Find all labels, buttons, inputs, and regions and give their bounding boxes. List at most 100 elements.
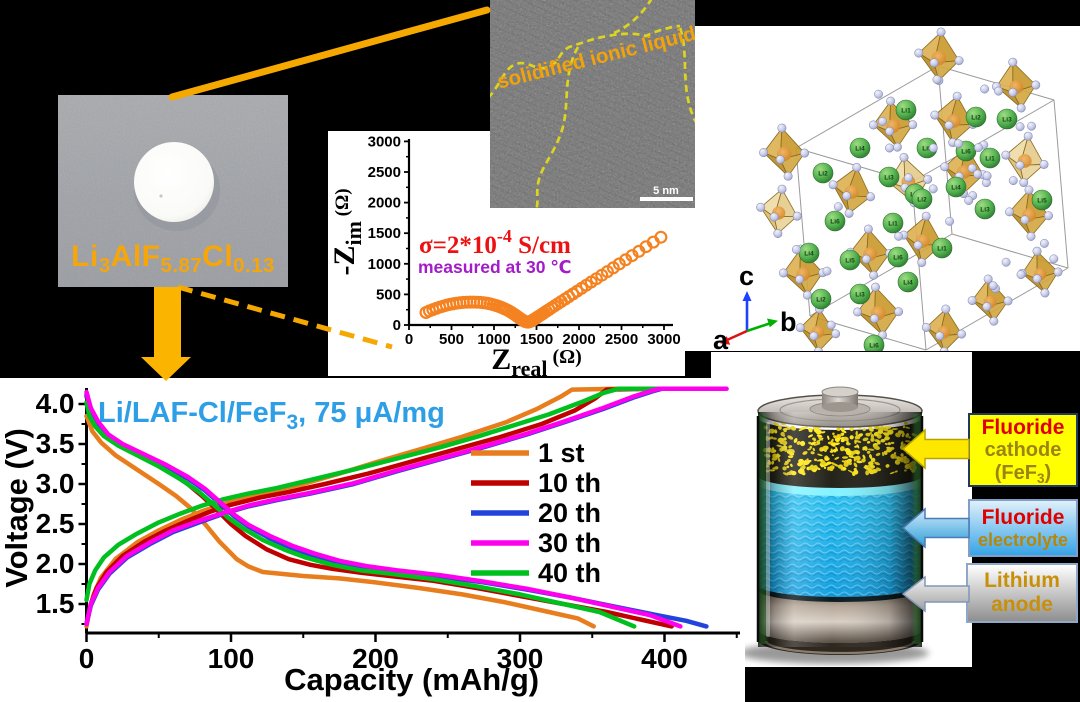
octahedron-face bbox=[939, 333, 963, 351]
fluorine-atom bbox=[874, 89, 883, 99]
lithium-site-label: Li2 bbox=[818, 171, 828, 178]
fluorine-atom bbox=[863, 224, 873, 234]
fluorine-atom bbox=[1039, 160, 1049, 169]
chart-title: Li/LAF-Cl/FeF3, 75 μA/mg bbox=[98, 397, 445, 434]
fluorine-atom bbox=[791, 245, 801, 254]
nyquist-x-tick-label: 2500 bbox=[605, 331, 638, 348]
lithium-site-label: Li3 bbox=[884, 175, 894, 182]
fluorine-atom bbox=[853, 307, 863, 317]
glass-wall-left bbox=[758, 414, 769, 644]
lithium-atom bbox=[965, 106, 987, 128]
lithium-atom bbox=[1031, 189, 1053, 211]
text-part: Z bbox=[491, 343, 511, 376]
lithium-atom bbox=[979, 147, 1001, 169]
nyquist-x-tick-label: 3000 bbox=[647, 331, 680, 348]
fluorine-atom bbox=[928, 143, 938, 153]
axis-triad: a bc bbox=[713, 261, 797, 351]
fluorine-atom bbox=[1008, 176, 1018, 186]
nyquist-data-series bbox=[419, 230, 668, 329]
octahedron bbox=[1001, 131, 1049, 187]
text-part: anode bbox=[991, 593, 1053, 616]
lithium-site-label: Li3 bbox=[980, 207, 990, 214]
fluorine-atom bbox=[928, 184, 938, 194]
label-box-lithium-anode: Lithium anode bbox=[966, 563, 1078, 623]
fluorine-atom bbox=[921, 211, 931, 221]
fluorine-atom bbox=[1015, 122, 1025, 132]
fluorine-atom bbox=[1008, 57, 1018, 67]
fluorine-atom bbox=[964, 196, 974, 205]
fluorine-atom bbox=[773, 229, 783, 238]
cylinder-shading bbox=[758, 412, 922, 647]
fluorine-atom bbox=[822, 266, 832, 276]
axis-c-label: c bbox=[739, 261, 754, 291]
fluorine-atom bbox=[777, 123, 787, 133]
axis-b-label: b bbox=[780, 307, 797, 337]
fluorine-atom bbox=[878, 116, 887, 126]
axis-a-label: a bbox=[713, 325, 729, 351]
label-fluoride-electrolyte-1: Fluoride bbox=[970, 506, 1076, 530]
lithium-atom bbox=[849, 283, 871, 305]
fluorine-atom bbox=[1020, 215, 1030, 225]
fluorine-atom bbox=[1001, 257, 1011, 267]
tem-tone bbox=[490, 0, 695, 208]
fluorine-atom bbox=[957, 329, 967, 339]
arrow-electrolyte bbox=[901, 507, 970, 549]
nyquist-y-axis-label: -Zim (Ω) bbox=[328, 188, 366, 275]
fluorine-atom bbox=[923, 174, 933, 184]
fluorine-atom bbox=[930, 110, 940, 120]
fluorine-atom bbox=[833, 202, 843, 212]
tem-image-panel: solidified ionic liquid 5 nm bbox=[490, 0, 695, 208]
nyquist-x-tick-label: 1000 bbox=[477, 331, 510, 348]
fluorine-atom bbox=[769, 212, 779, 222]
octahedron bbox=[868, 96, 918, 152]
fluorine-atom bbox=[800, 148, 810, 158]
nyquist-annotation-sigma: σ=2*10-4 S/cm bbox=[419, 226, 571, 259]
pellet-disc bbox=[134, 142, 214, 222]
nyquist-x-tick-label: 1500 bbox=[520, 331, 553, 348]
fluorine-atom bbox=[932, 75, 942, 85]
fluorine-atom bbox=[1031, 80, 1041, 90]
fluorine-atom bbox=[908, 120, 918, 130]
axis-c-arrowhead bbox=[742, 291, 752, 301]
fluorine-atom bbox=[894, 307, 904, 317]
chart-x-tick-label: 100 bbox=[208, 643, 255, 674]
octahedron bbox=[967, 274, 1013, 326]
fluorine-atom bbox=[929, 58, 939, 68]
chart-y-tick-label: 2.0 bbox=[36, 548, 75, 579]
fluorine-atom bbox=[1023, 131, 1033, 141]
pellet-photo bbox=[58, 95, 288, 287]
chart-series-charge-40th bbox=[84, 386, 672, 603]
chart-series-discharge-30th bbox=[84, 389, 683, 629]
text-part: Li/LAF-Cl/FeF bbox=[98, 397, 286, 429]
lithium-atom bbox=[887, 246, 909, 268]
lithium-site-label: Li1 bbox=[937, 246, 947, 253]
text-part: im bbox=[341, 221, 366, 245]
nyquist-x-tick-label: 0 bbox=[405, 331, 413, 348]
octahedron-face bbox=[1019, 164, 1046, 184]
nyquist-y-tick-label: 1500 bbox=[368, 225, 401, 242]
nyquist-y-tick-label: 500 bbox=[376, 286, 401, 303]
chart-x-axis-label: Capacity (mAh/g) bbox=[284, 662, 539, 697]
fluorine-atom bbox=[954, 139, 963, 149]
octahedron bbox=[914, 27, 964, 86]
impedance-plot: 0 500 1000 1500 2000 2500 3000 0 500 1000 1500 2000… bbox=[328, 133, 681, 376]
fluorine-atom bbox=[980, 84, 990, 94]
fluorine-atom bbox=[945, 216, 955, 226]
fluorine-atom bbox=[792, 211, 802, 221]
fluorine-atom bbox=[973, 169, 983, 179]
voltage-capacity-panel: 0 100 200 300 400 1.5 2.0 2.5 3.0 3.5 4.0 Capacity … bbox=[0, 378, 745, 702]
tem-scale-bar bbox=[640, 197, 693, 201]
nyquist-y-tick-label: 0 bbox=[393, 317, 401, 334]
octahedron-face bbox=[948, 124, 975, 144]
fluorine-atom bbox=[885, 126, 895, 136]
chart-y-tick-label: 3.0 bbox=[36, 468, 75, 499]
connector-dashed-pellet-nyquist bbox=[177, 284, 393, 350]
text-part: 5.87 bbox=[160, 254, 203, 277]
fluorine-atom bbox=[1049, 254, 1059, 264]
fluorine-atom bbox=[802, 290, 812, 300]
octahedron bbox=[828, 163, 875, 218]
lithium-site-label: Li6 bbox=[869, 343, 879, 350]
fluorine-atom bbox=[826, 320, 836, 330]
unit-cell-edge bbox=[795, 65, 939, 149]
